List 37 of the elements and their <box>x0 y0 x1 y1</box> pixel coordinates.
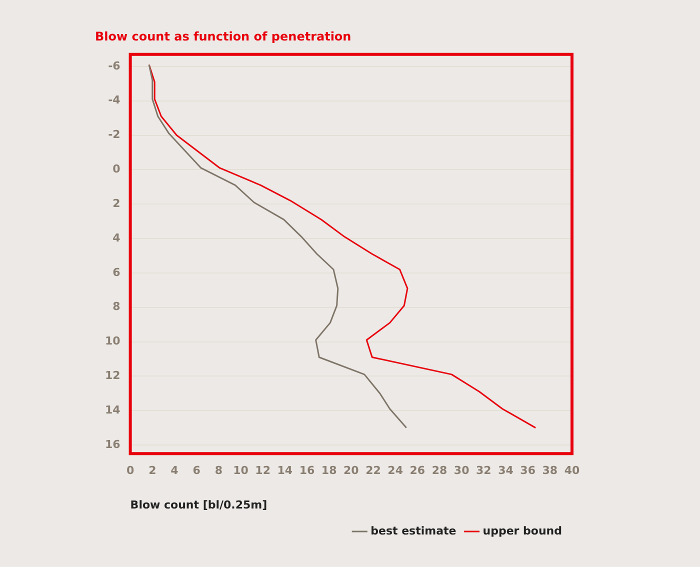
y-tick-label: 8 <box>112 300 120 314</box>
x-tick-label: 36 <box>520 464 536 478</box>
x-tick-label: 20 <box>344 464 360 478</box>
x-tick-label: 8 <box>214 464 222 478</box>
x-tick-label: 30 <box>454 464 470 478</box>
legend-label: upper bound <box>482 524 562 538</box>
x-tick-label: 24 <box>388 464 404 478</box>
x-tick-label: 34 <box>498 464 514 478</box>
y-tick-label: -2 <box>108 128 120 142</box>
x-tick-label: 18 <box>321 464 337 478</box>
x-tick-label: 0 <box>126 464 134 478</box>
y-tick-label: 12 <box>104 369 120 382</box>
x-tick-label: 40 <box>564 464 580 478</box>
y-tick-label: 2 <box>112 196 120 210</box>
chart-title: Blow count as function of penetration <box>95 29 352 44</box>
y-tick-label: 16 <box>104 438 121 451</box>
x-tick-label: 10 <box>233 464 249 478</box>
x-tick-label: 12 <box>255 464 270 478</box>
x-axis-title: Blow count [bl/0.25m] <box>130 498 268 512</box>
y-tick-label: 6 <box>112 266 121 279</box>
y-tick-label: 10 <box>104 334 121 348</box>
y-tick-label: -4 <box>108 94 121 107</box>
legend-label: best estimate <box>370 524 456 538</box>
x-tick-label: 2 <box>148 464 156 478</box>
x-tick-label: 26 <box>410 464 426 478</box>
x-tick-label: 22 <box>366 464 381 478</box>
y-tick-label: 14 <box>104 403 121 416</box>
x-tick-label: 28 <box>432 464 448 478</box>
x-tick-label: 38 <box>542 464 558 478</box>
x-tick-label: 6 <box>192 464 201 478</box>
x-tick-label: 4 <box>170 464 179 478</box>
x-tick-label: 14 <box>277 464 293 478</box>
y-tick-label: 4 <box>112 231 121 244</box>
x-tick-label: 16 <box>299 464 315 478</box>
y-tick-label: -6 <box>108 59 121 72</box>
y-tick-label: 0 <box>112 162 121 176</box>
x-tick-label: 32 <box>476 464 492 478</box>
